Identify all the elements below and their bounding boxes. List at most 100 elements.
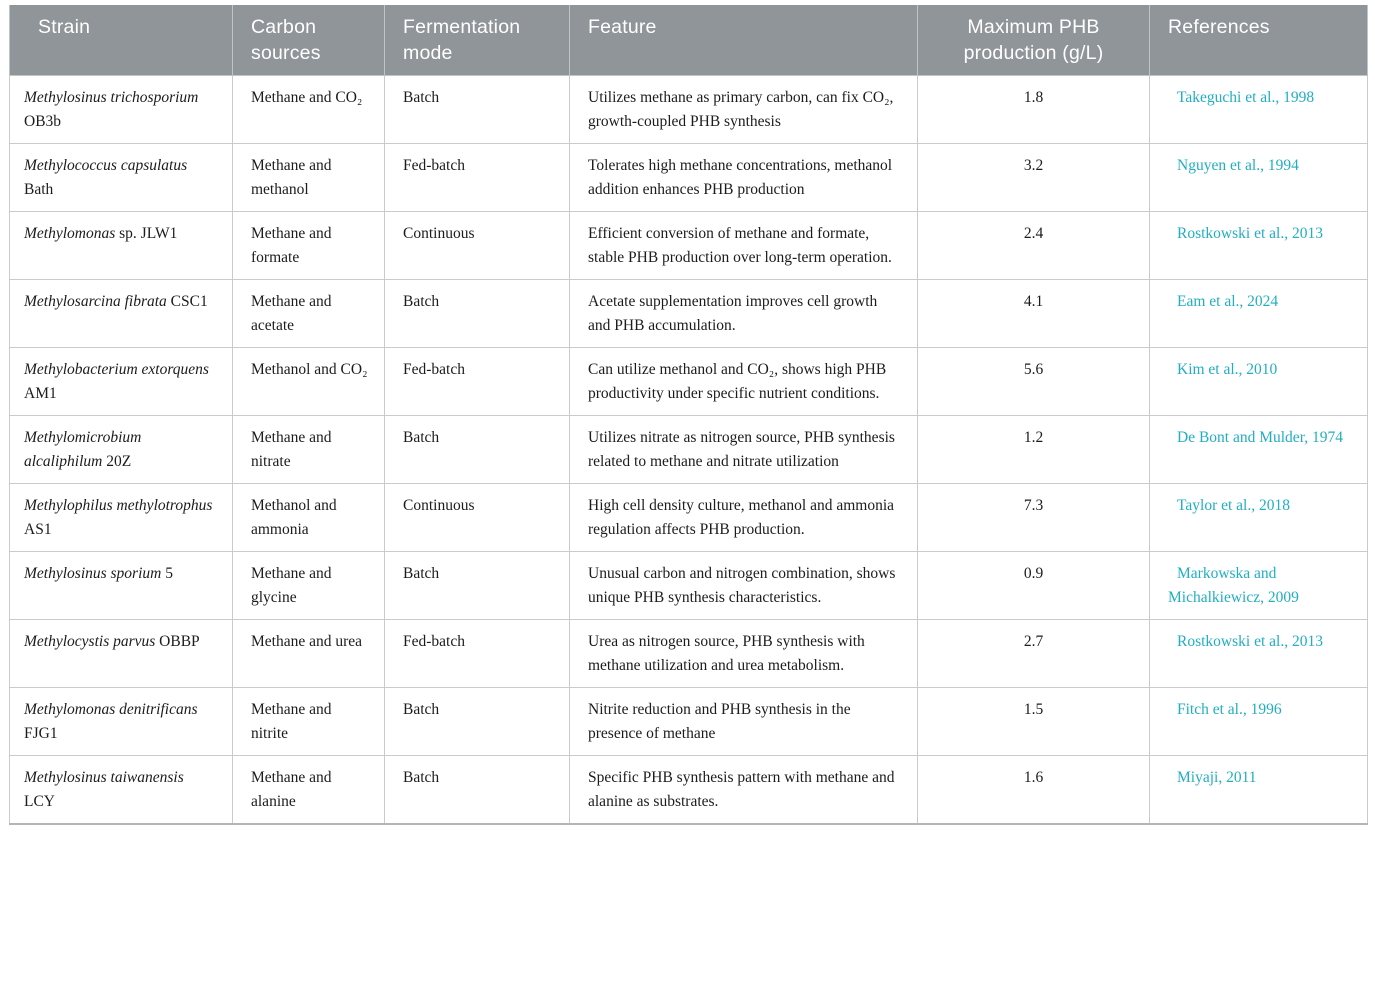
table-row: Methylomicrobium alcaliphilum 20Z Methan… [9, 415, 1368, 484]
fermentation-mode-cell: Batch [384, 279, 570, 348]
strain-cell: Methylosinus sporium 5 [9, 551, 233, 620]
strain-name: Methylomonas [24, 225, 116, 242]
table-row: Methylosarcina fibrata CSC1 Methane and … [9, 279, 1368, 348]
strain-designation: AM1 [24, 384, 57, 402]
max-phb-cell: 5.6 [917, 347, 1150, 416]
reference-link[interactable]: Nguyen et al., 1994 [1177, 157, 1299, 174]
reference-link[interactable]: Kim et al., 2010 [1177, 361, 1278, 378]
reference-link[interactable]: Eam et al., 2024 [1177, 293, 1279, 310]
max-phb-cell: 0.9 [917, 551, 1150, 620]
table-row: Methylosinus taiwanensis LCY Methane and… [9, 755, 1368, 825]
carbon-sources-cell: Methane and alanine [232, 755, 385, 825]
references-cell: Rostkowski et al., 2013 [1149, 211, 1368, 280]
references-cell: Taylor et al., 2018 [1149, 483, 1368, 552]
strain-designation: FJG1 [24, 724, 58, 742]
column-header-feature: Feature [569, 5, 918, 76]
feature-cell: High cell density culture, methanol and … [569, 483, 918, 552]
strain-designation: LCY [24, 792, 55, 810]
strain-name: Methylosinus taiwanensis [24, 769, 184, 786]
strain-designation: CSC1 [166, 293, 208, 310]
reference-link[interactable]: Takeguchi et al., 1998 [1177, 89, 1315, 106]
table-row: Methylocystis parvus OBBP Methane and ur… [9, 619, 1368, 688]
feature-cell: Utilizes methane as primary carbon, can … [569, 75, 918, 144]
strain-designation: AS1 [24, 520, 52, 538]
feature-cell: Specific PHB synthesis pattern with meth… [569, 755, 918, 825]
strain-designation: OBBP [155, 633, 200, 650]
table-row: Methylosinus sporium 5 Methane and glyci… [9, 551, 1368, 620]
strain-cell: Methylomonas sp. JLW1 [9, 211, 233, 280]
reference-link[interactable]: Rostkowski et al., 2013 [1177, 633, 1323, 650]
references-cell: Markowska and Michalkiewicz, 2009 [1149, 551, 1368, 620]
carbon-sources-cell: Methane and urea [232, 619, 385, 688]
column-header-max-phb-production: Maximum PHB production (g/L) [917, 5, 1150, 76]
feature-cell: Utilizes nitrate as nitrogen source, PHB… [569, 415, 918, 484]
phb-production-table: Strain Carbon sources Fermentation mode … [9, 5, 1368, 825]
carbon-sources-cell: Methane and formate [232, 211, 385, 280]
strain-name: Methylocystis parvus [24, 633, 156, 650]
fermentation-mode-cell: Batch [384, 687, 570, 756]
references-cell: Kim et al., 2010 [1149, 347, 1368, 416]
reference-link[interactable]: Taylor et al., 2018 [1177, 497, 1290, 514]
feature-cell: Urea as nitrogen source, PHB synthesis w… [569, 619, 918, 688]
references-cell: Rostkowski et al., 2013 [1149, 619, 1368, 688]
reference-link[interactable]: Fitch et al., 1996 [1177, 701, 1282, 718]
feature-cell: Tolerates high methane concentrations, m… [569, 143, 918, 212]
fermentation-mode-cell: Batch [384, 415, 570, 484]
references-cell: Nguyen et al., 1994 [1149, 143, 1368, 212]
table-row: Methylobacterium extorquens AM1 Methanol… [9, 347, 1368, 416]
strain-cell: Methylobacterium extorquens AM1 [9, 347, 233, 416]
column-header-carbon-sources: Carbon sources [232, 5, 385, 76]
strain-cell: Methylomonas denitrificans FJG1 [9, 687, 233, 756]
fermentation-mode-cell: Batch [384, 755, 570, 825]
table-row: Methylococcus capsulatus Bath Methane an… [9, 143, 1368, 212]
carbon-sources-cell: Methane and glycine [232, 551, 385, 620]
feature-cell: Nitrite reduction and PHB synthesis in t… [569, 687, 918, 756]
strain-cell: Methylosinus trichosporium OB3b [9, 75, 233, 144]
fermentation-mode-cell: Batch [384, 75, 570, 144]
strain-designation: 5 [161, 565, 173, 582]
column-header-strain: Strain [9, 5, 233, 76]
feature-cell: Acetate supplementation improves cell gr… [569, 279, 918, 348]
feature-cell: Efficient conversion of methane and form… [569, 211, 918, 280]
table-header: Strain Carbon sources Fermentation mode … [9, 5, 1368, 76]
table-body: Methylosinus trichosporium OB3b Methane … [9, 75, 1368, 825]
strain-cell: Methylophilus methylotrophus AS1 [9, 483, 233, 552]
table-row: Methylophilus methylotrophus AS1 Methano… [9, 483, 1368, 552]
carbon-sources-cell: Methanol and ammonia [232, 483, 385, 552]
strain-cell: Methylomicrobium alcaliphilum 20Z [9, 415, 233, 484]
reference-link[interactable]: Markowska and Michalkiewicz, 2009 [1168, 565, 1299, 606]
reference-link[interactable]: De Bont and Mulder, 1974 [1177, 429, 1343, 446]
strain-name: Methylosinus sporium [24, 565, 162, 582]
max-phb-cell: 4.1 [917, 279, 1150, 348]
strain-designation: sp. JLW1 [115, 225, 178, 242]
carbon-sources-cell: Methane and methanol [232, 143, 385, 212]
feature-cell: Unusual carbon and nitrogen combination,… [569, 551, 918, 620]
column-header-references: References [1149, 5, 1368, 76]
strain-name: Methylosarcina fibrata [24, 293, 167, 310]
max-phb-cell: 2.7 [917, 619, 1150, 688]
strain-cell: Methylosarcina fibrata CSC1 [9, 279, 233, 348]
table-row: Methylomonas sp. JLW1 Methane and format… [9, 211, 1368, 280]
max-phb-cell: 1.6 [917, 755, 1150, 825]
fermentation-mode-cell: Fed-batch [384, 347, 570, 416]
reference-link[interactable]: Miyaji, 2011 [1177, 769, 1257, 786]
table-row: Methylosinus trichosporium OB3b Methane … [9, 75, 1368, 144]
max-phb-cell: 1.8 [917, 75, 1150, 144]
fermentation-mode-cell: Batch [384, 551, 570, 620]
carbon-sources-cell: Methane and CO₂ [232, 75, 385, 144]
strain-name: Methylobacterium extorquens [24, 361, 209, 378]
strain-name: Methylococcus capsulatus [24, 157, 188, 174]
carbon-sources-cell: Methanol and CO₂ [232, 347, 385, 416]
reference-link[interactable]: Rostkowski et al., 2013 [1177, 225, 1323, 242]
strain-name: Methylophilus methylotrophus [24, 497, 213, 514]
strain-name: Methylosinus trichosporium [24, 89, 199, 106]
max-phb-cell: 7.3 [917, 483, 1150, 552]
references-cell: De Bont and Mulder, 1974 [1149, 415, 1368, 484]
references-cell: Fitch et al., 1996 [1149, 687, 1368, 756]
carbon-sources-cell: Methane and nitrite [232, 687, 385, 756]
strain-designation: Bath [24, 180, 54, 198]
feature-cell: Can utilize methanol and CO₂, shows high… [569, 347, 918, 416]
header-row: Strain Carbon sources Fermentation mode … [9, 5, 1368, 76]
references-cell: Miyaji, 2011 [1149, 755, 1368, 825]
strain-cell: Methylococcus capsulatus Bath [9, 143, 233, 212]
